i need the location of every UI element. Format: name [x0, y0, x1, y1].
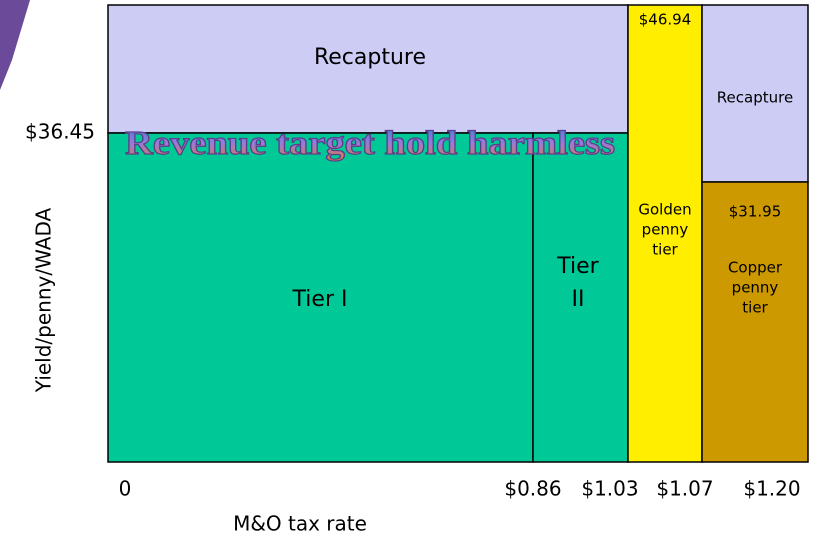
golden	[627, 4, 703, 463]
region-label: tier	[742, 299, 768, 317]
region-label: Golden	[638, 201, 691, 219]
region-label: penny	[732, 279, 779, 297]
region-label: Tier	[556, 254, 599, 279]
recapture-right	[701, 4, 809, 183]
x-tick-label: $1.20	[743, 477, 800, 501]
region-label: tier	[652, 241, 678, 259]
recapture-left	[107, 4, 629, 134]
tier2	[532, 132, 629, 463]
banner: Revenue target hold harmless	[125, 125, 615, 162]
y-marker: $36.45	[25, 120, 95, 144]
value-label: $31.95	[729, 203, 782, 221]
region-label: Copper	[728, 259, 783, 277]
y-axis-label: Yield/penny/WADA	[32, 207, 56, 393]
tier1	[107, 132, 534, 463]
x-axis-label: M&O tax rate	[233, 512, 367, 536]
corner-decoration	[0, 0, 30, 90]
value-label: $46.94	[639, 11, 692, 29]
x-tick-label: 0	[119, 477, 132, 501]
x-tick-label: $1.07	[656, 477, 713, 501]
region-label: Recapture	[314, 45, 426, 70]
region-label: Tier I	[292, 287, 348, 312]
region-label: penny	[642, 221, 689, 239]
x-tick-label: $1.03	[581, 477, 638, 501]
copper	[701, 181, 809, 463]
region-label: II	[572, 287, 585, 312]
region-label: Recapture	[717, 89, 793, 107]
x-tick-label: $0.86	[504, 477, 561, 501]
